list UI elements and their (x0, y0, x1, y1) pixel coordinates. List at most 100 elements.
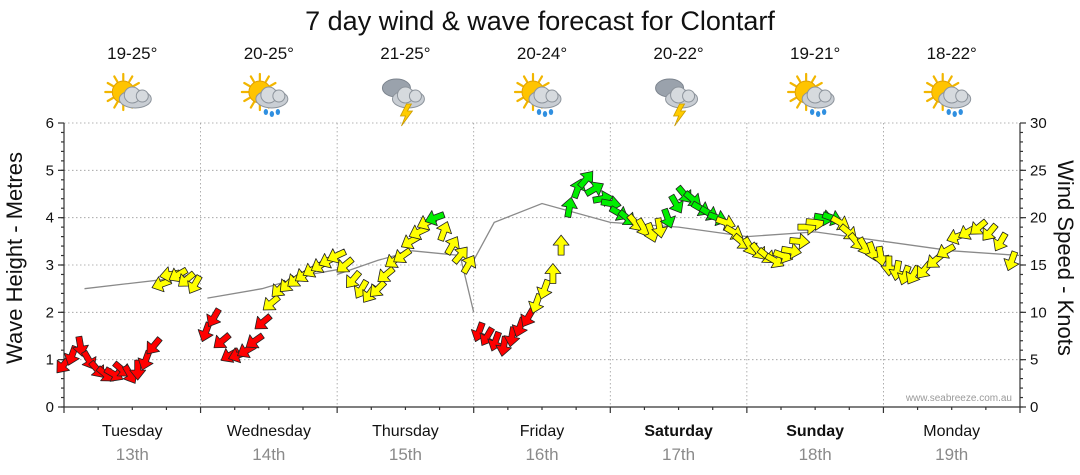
partly-cloudy-showers-icon (923, 72, 972, 117)
left-tick-label: 6 (46, 115, 54, 132)
sun-ray (789, 96, 797, 103)
cloud-puff (272, 89, 286, 103)
rain-drop (536, 109, 542, 115)
rain-drop (263, 109, 269, 115)
wind-arrow (936, 243, 956, 259)
left-tick-label: 2 (46, 304, 54, 321)
cloud-puff (135, 89, 149, 103)
wave-height-line (473, 202, 1021, 261)
storm-icon (655, 78, 699, 127)
wind-arrow (206, 307, 222, 328)
sun-ray (243, 96, 251, 103)
wind-arrow (982, 222, 999, 241)
storm-icon (381, 78, 425, 127)
temperature-label: 20-25° (244, 44, 294, 63)
wind-arrow (872, 245, 890, 267)
wind-arrow (245, 332, 265, 349)
left-tick-label: 5 (46, 162, 54, 179)
wind-arrow (536, 278, 553, 300)
temperature-label: 20-24° (517, 44, 567, 63)
date-label: 14th (252, 445, 285, 464)
temperature-label: 20-22° (653, 44, 703, 63)
sun-ray (249, 101, 255, 109)
rain-drop (275, 109, 281, 115)
day-label: Saturday (644, 423, 713, 440)
partly-cloudy-showers-icon (240, 72, 289, 117)
sun-ray (113, 101, 119, 109)
wind-arrow (187, 274, 203, 294)
temperature-label: 21-25° (380, 44, 430, 63)
rain-drop (958, 109, 963, 115)
cloud-puff (818, 89, 832, 103)
left-tick-label: 0 (46, 399, 54, 416)
wave-height-line (336, 250, 475, 313)
wind-arrow (993, 231, 1009, 252)
sun-ray (516, 81, 524, 88)
wind-arrow (520, 307, 536, 328)
sun-ray (249, 75, 255, 83)
wind-arrow (336, 256, 355, 273)
wind-arrow (146, 336, 163, 355)
right-tick-label: 5 (1030, 352, 1038, 369)
wind-arrow (436, 221, 452, 242)
day-label: Tuesday (102, 423, 163, 440)
partly-cloudy-showers-icon (513, 72, 562, 117)
sun-ray (516, 96, 524, 103)
sun-ray (128, 75, 134, 83)
rain-drop (809, 109, 815, 115)
right-tick-label: 20 (1030, 210, 1047, 227)
wind-arrow (254, 313, 273, 330)
left-tick-label: 3 (46, 257, 54, 274)
partly-cloudy-showers-icon (787, 72, 835, 117)
chart-title: 7 day wind & wave forecast for Clontarf (305, 6, 775, 36)
sun-ray (132, 81, 140, 88)
date-label: 13th (116, 445, 149, 464)
rain-drop (542, 111, 548, 117)
sun-ray (952, 81, 960, 88)
date-label: 18th (799, 445, 832, 464)
day-label: Wednesday (227, 423, 311, 440)
wind-arrow (346, 269, 362, 289)
cloud-puff (408, 89, 422, 103)
wind-arrow (544, 263, 562, 284)
wind-arrow (129, 359, 147, 381)
date-label: 17th (662, 445, 695, 464)
right-tick-label: 10 (1030, 304, 1047, 321)
sun-ray (113, 75, 119, 83)
wind-arrow (584, 181, 604, 197)
wind-arrow (326, 248, 347, 264)
temperature-label: 19-25° (107, 44, 157, 63)
wind-arrow (577, 170, 594, 190)
partly-cloudy-icon (104, 72, 152, 112)
left-axis-title: Wave Height - Metres (2, 152, 27, 364)
sun-ray (789, 81, 797, 88)
wind-arrow (377, 266, 396, 282)
sun-ray (243, 81, 251, 88)
sun-ray (522, 75, 529, 83)
wind-arrow (552, 234, 570, 256)
right-tick-label: 30 (1030, 115, 1047, 132)
sun-ray (811, 75, 817, 83)
rain-drop (548, 109, 554, 115)
cloud-puff (545, 89, 559, 103)
wind-arrow (668, 193, 684, 214)
cloud-puff (682, 89, 696, 103)
right-tick-label: 15 (1030, 257, 1047, 274)
date-label: 19th (935, 445, 968, 464)
wind-arrow (651, 217, 668, 239)
temperature-label: 19-21° (790, 44, 840, 63)
day-label: Sunday (786, 423, 844, 440)
temperature-label: 18-22° (927, 44, 977, 63)
right-tick-label: 25 (1030, 162, 1047, 179)
left-tick-label: 4 (46, 210, 54, 227)
sun-ray (932, 101, 938, 109)
wind-arrow (660, 207, 676, 229)
wind-arrow (1003, 250, 1020, 272)
sun-ray (796, 101, 802, 109)
rain-drop (821, 109, 827, 115)
sun-ray (106, 96, 114, 103)
sun-ray (926, 81, 934, 88)
wind-arrow (424, 210, 446, 226)
